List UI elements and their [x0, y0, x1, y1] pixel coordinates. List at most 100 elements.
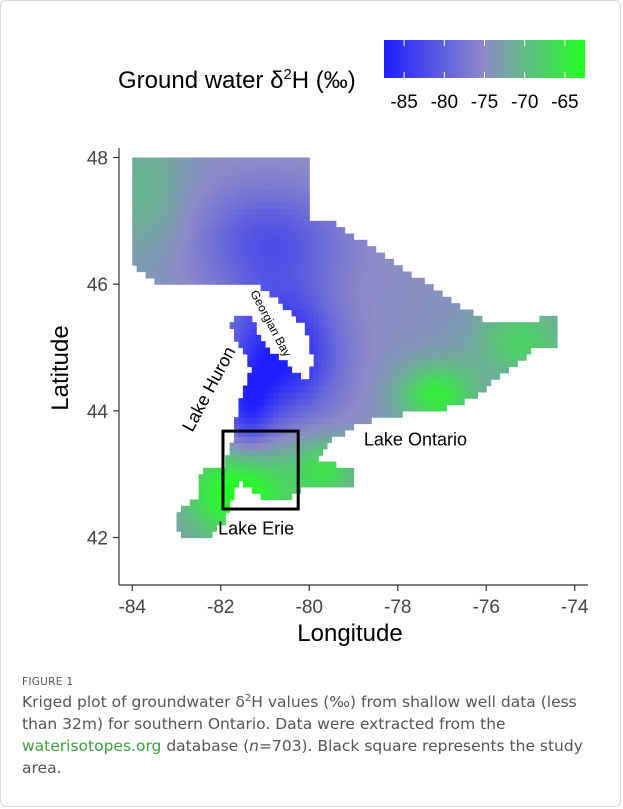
kriged-cell — [424, 391, 430, 399]
kriged-cell — [225, 265, 231, 273]
waterisotopes-link[interactable]: waterisotopes.org — [22, 737, 162, 755]
kriged-cell — [384, 303, 390, 311]
kriged-cell — [238, 208, 244, 216]
kriged-cell — [295, 233, 301, 241]
kriged-cell — [424, 379, 430, 387]
kriged-cell — [300, 436, 306, 444]
kriged-cell — [326, 347, 332, 355]
kriged-cell — [251, 189, 257, 197]
kriged-cell — [472, 334, 478, 342]
kriged-cell — [273, 467, 279, 475]
kriged-cell — [388, 258, 394, 266]
kriged-cell — [375, 284, 381, 292]
kriged-cell — [331, 410, 337, 418]
kriged-cell — [269, 366, 275, 374]
kriged-cell — [282, 265, 288, 273]
kriged-cell — [265, 239, 271, 247]
kriged-cell — [194, 157, 200, 165]
kriged-cell — [318, 334, 324, 342]
kriged-cell — [278, 214, 284, 222]
kriged-cell — [313, 442, 319, 450]
kriged-cell — [366, 398, 372, 406]
kriged-cell — [366, 252, 372, 260]
kriged-cell — [424, 353, 430, 361]
kriged-cell — [234, 189, 240, 197]
kriged-cell — [265, 220, 271, 228]
kriged-cell — [380, 404, 386, 412]
kriged-cell — [397, 328, 403, 336]
kriged-cell — [287, 385, 293, 393]
kriged-cell — [521, 334, 527, 342]
kriged-cell — [318, 284, 324, 292]
kriged-cell — [247, 315, 253, 323]
kriged-cell — [260, 429, 266, 437]
kriged-cell — [521, 353, 527, 361]
kriged-cell — [216, 170, 222, 178]
kriged-cell — [362, 328, 368, 336]
kriged-cell — [441, 303, 448, 311]
kriged-cell — [229, 474, 235, 482]
kriged-cell — [477, 353, 483, 361]
kriged-cell — [295, 296, 301, 304]
kriged-cell — [145, 208, 151, 216]
kriged-cell — [362, 353, 368, 361]
kriged-cell — [331, 290, 337, 298]
kriged-cell — [176, 258, 182, 266]
kriged-cell — [331, 315, 337, 323]
kriged-cell — [220, 195, 226, 203]
kriged-cell — [154, 157, 160, 165]
kriged-cell — [318, 296, 324, 304]
kriged-cell — [366, 246, 372, 254]
kriged-cell — [251, 455, 257, 463]
kriged-cell — [340, 258, 346, 266]
kriged-cell — [428, 404, 434, 412]
kriged-cell — [349, 379, 355, 387]
kriged-cell — [176, 201, 182, 209]
kriged-cell — [521, 341, 527, 349]
kriged-cell — [203, 474, 209, 482]
kriged-cell — [353, 372, 359, 380]
kriged-cell — [225, 182, 231, 190]
kriged-cell — [309, 290, 315, 298]
kriged-cell — [424, 284, 430, 292]
kriged-cell — [256, 208, 262, 216]
kriged-cell — [472, 366, 478, 374]
kriged-cell — [459, 353, 465, 361]
kriged-cell — [136, 195, 142, 203]
kriged-cell — [189, 512, 195, 520]
kriged-cell — [309, 227, 315, 235]
kriged-cell — [468, 309, 474, 317]
kriged-cell — [357, 379, 363, 387]
kriged-cell — [503, 347, 509, 355]
kriged-cell — [517, 347, 523, 355]
kriged-cell — [185, 246, 191, 254]
kriged-cell — [357, 290, 363, 298]
kriged-cell — [326, 227, 332, 235]
kriged-cell — [238, 461, 244, 469]
kriged-cell — [256, 239, 262, 247]
kriged-cell — [269, 493, 275, 501]
kriged-cell — [154, 233, 160, 241]
kriged-cell — [517, 328, 523, 336]
kriged-cell — [211, 505, 217, 513]
kriged-cell — [353, 417, 359, 425]
kriged-cell — [384, 265, 390, 273]
kriged-cell — [180, 195, 186, 203]
kriged-cell — [344, 347, 350, 355]
kriged-cell — [380, 258, 386, 266]
kriged-cell — [521, 347, 527, 355]
kriged-cell — [313, 448, 319, 456]
kriged-cell — [251, 366, 257, 374]
kriged-cell — [163, 233, 169, 241]
kriged-cell — [388, 290, 394, 298]
kriged-cell — [287, 379, 293, 387]
kriged-cell — [450, 328, 456, 336]
kriged-cell — [362, 246, 368, 254]
kriged-cell — [534, 341, 540, 349]
kriged-cell — [260, 391, 266, 399]
kriged-cell — [291, 157, 297, 165]
kriged-cell — [176, 163, 182, 171]
kriged-cell — [406, 347, 412, 355]
kriged-cell — [238, 195, 244, 203]
kriged-cell — [203, 163, 209, 171]
